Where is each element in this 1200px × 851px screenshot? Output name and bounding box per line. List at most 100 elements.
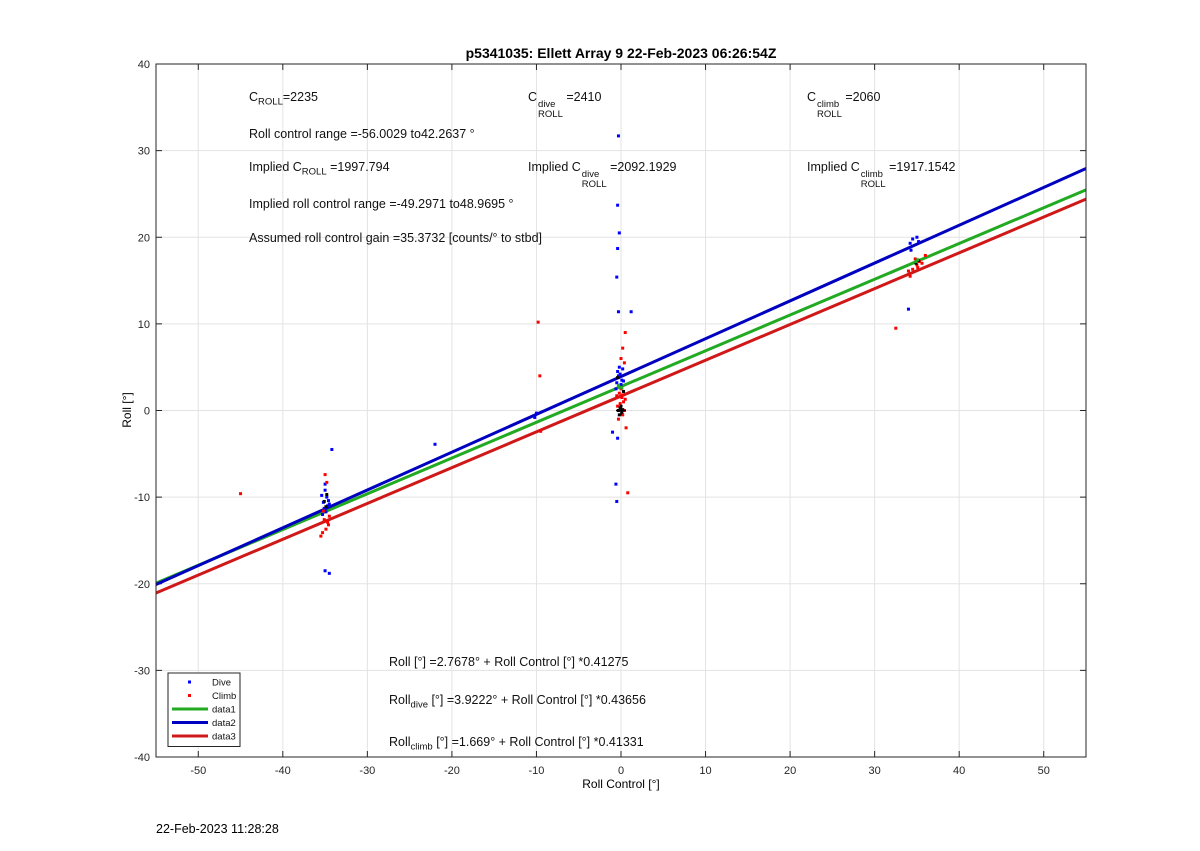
point-marker [322,499,326,503]
point-dive [615,275,619,279]
point-climb [624,426,628,430]
point-climb [623,331,627,335]
implied-range-annotation: Implied roll control range =-49.2971 to4… [249,197,514,211]
fit-climb-equation: Rollclimb [°] =1.669° + Roll Control [°]… [389,735,644,753]
point-dive [322,506,326,510]
point-climb [621,393,625,397]
point-climb [538,374,542,378]
x-tick-label: 50 [1038,765,1050,777]
footer-timestamp: 22-Feb-2023 11:28:28 [156,822,279,836]
point-marker [916,258,920,262]
fit-all-equation: Roll [°] =2.7678° + Roll Control [°] *0.… [389,655,629,669]
point-climb [615,394,619,398]
point-dive [615,499,619,503]
y-tick-label: 20 [138,232,150,244]
y-tick-label: -30 [134,665,150,677]
legend-label: data3 [212,732,236,743]
point-dive [320,493,324,497]
point-climb [618,402,622,406]
legend-label: data2 [212,718,236,729]
point-dive [616,310,620,314]
point-climb [539,429,543,433]
point-climb [326,523,330,527]
fit-dive-equation: Rolldive [°] =3.9222° + Roll Control [°]… [389,693,646,711]
point-climb [239,492,243,496]
point-climb [616,417,620,421]
point-climb [622,400,626,404]
point-dive [622,379,626,383]
point-dive [330,447,334,451]
point-dive [321,512,325,516]
point-dive [629,310,633,314]
point-marker [914,261,918,265]
fit-line-data2 [155,167,1087,586]
point-climb [915,263,919,267]
point-dive [620,378,624,382]
point-dive [611,430,615,434]
point-climb [623,397,627,401]
point-dive [614,387,618,391]
y-ticks: -40 -30 -20 -10 0 10 20 30 40 [134,59,1086,764]
point-climb [321,509,325,513]
implied-c-roll-annotation: Implied CROLL =1997.794 [249,160,390,178]
y-tick-label: -20 [134,579,150,591]
point-dive [911,237,915,241]
point-dive [323,569,327,573]
chart-title: p5341035: Ellett Array 9 22-Feb-2023 06:… [466,45,777,61]
point-marker [618,406,622,410]
point-climb [916,266,920,270]
point-dive [906,307,910,311]
legend-marker-climb [188,694,191,697]
point-climb [536,320,540,324]
point-dive [326,504,330,508]
point-dive [917,240,921,244]
point-marker [620,410,624,414]
point-dive [908,241,912,245]
point-marker [325,493,329,497]
point-dive [534,411,538,415]
point-climb [626,491,630,495]
assumed-gain-annotation: Assumed roll control gain =35.3732 [coun… [249,231,543,245]
plot-border [155,63,1087,758]
x-tick-label: 0 [618,765,624,777]
point-climb [894,326,898,330]
y-axis-label: Roll [°] [120,392,134,427]
data-points [239,134,927,575]
point-dive [326,499,330,503]
point-climb [322,518,326,522]
point-climb [923,253,927,257]
point-marker [621,408,625,412]
point-climb [327,514,331,518]
x-ticks: -50 -40 -30 -20 -10 0 10 20 30 40 50 [190,64,1050,777]
point-climb [323,473,327,477]
origin-cross-marker [616,405,626,416]
point-dive [909,248,913,252]
point-climb [617,391,621,395]
point-climb [319,534,323,538]
point-marker [616,376,620,380]
point-dive [323,482,327,486]
x-tick-label: -50 [190,765,206,777]
point-dive [615,381,619,385]
point-climb [908,274,912,278]
y-tick-label: -40 [134,752,150,764]
legend-marker-dive [188,680,191,684]
point-dive [616,247,620,251]
point-dive [616,370,620,374]
point-climb [621,346,625,350]
x-tick-label: 30 [869,765,881,777]
x-tick-label: -20 [444,765,460,777]
point-dive [325,495,329,499]
point-climb [321,531,325,535]
legend: Dive Climb data1 data2 data3 [167,672,241,747]
point-climb [325,480,329,484]
point-climb [620,396,624,400]
point-dive [533,415,537,419]
point-marker [617,385,621,389]
point-dive [327,502,331,506]
x-axis-label: Roll Control [°] [582,777,660,791]
point-dive [433,442,437,446]
